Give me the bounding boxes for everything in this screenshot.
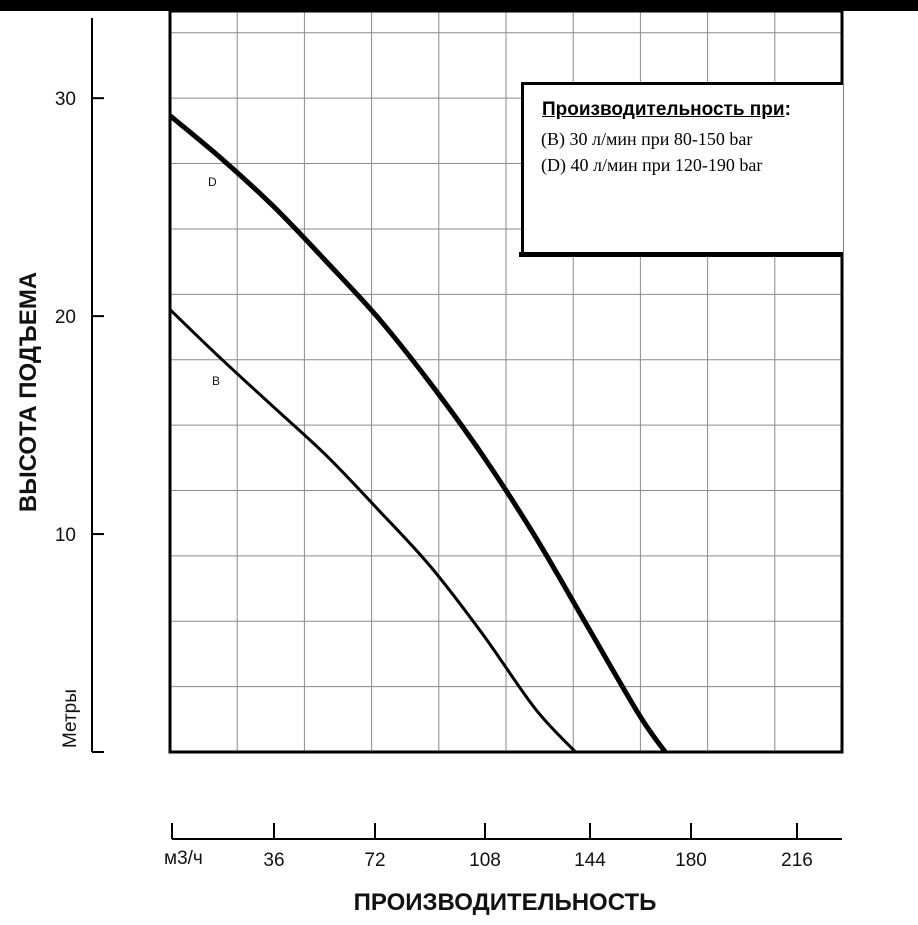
x-tick-label: 72	[364, 850, 385, 871]
y-tick-label: 20	[55, 307, 76, 328]
x-tick-label: 144	[574, 850, 606, 871]
plot-frame	[168, 9, 844, 754]
top-border	[0, 0, 918, 11]
x-tick-label: 108	[469, 850, 501, 871]
legend-entry-d: (D) 40 л/мин при 120-190 bar	[541, 155, 763, 175]
curve-label-d: D	[208, 175, 217, 189]
x-unit-label: м3/ч	[164, 848, 203, 869]
x-ticks: 36 72 108 144 180 216	[171, 823, 813, 871]
curve-label-b: B	[212, 374, 220, 388]
curves	[168, 113, 668, 754]
legend-shadow	[519, 252, 843, 257]
y-tick-label: 30	[55, 89, 76, 110]
x-axis-title: ПРОИЗВОДИТЕЛЬНОСТЬ	[354, 889, 657, 916]
curve-d	[168, 113, 668, 754]
y-ticks: 10 20 30	[55, 89, 104, 753]
legend-title-colon: :	[784, 99, 791, 120]
y-axis-title: ВЫСОТА ПОДЪЕМА	[15, 272, 42, 512]
y-tick-label: 10	[55, 525, 76, 546]
legend: Производительность при: (B) 30 л/мин при…	[521, 82, 843, 256]
x-tick-label: 36	[263, 850, 284, 871]
x-tick-label: 180	[675, 850, 707, 871]
legend-title-text: Производительность при	[542, 99, 785, 120]
legend-title: Производительность при:	[542, 99, 791, 121]
x-tick-label: 216	[781, 850, 813, 871]
y-unit-label: Метры	[60, 689, 81, 748]
legend-entry-b: (B) 30 л/мин при 80-150 bar	[541, 129, 753, 149]
curve-b	[168, 308, 577, 754]
